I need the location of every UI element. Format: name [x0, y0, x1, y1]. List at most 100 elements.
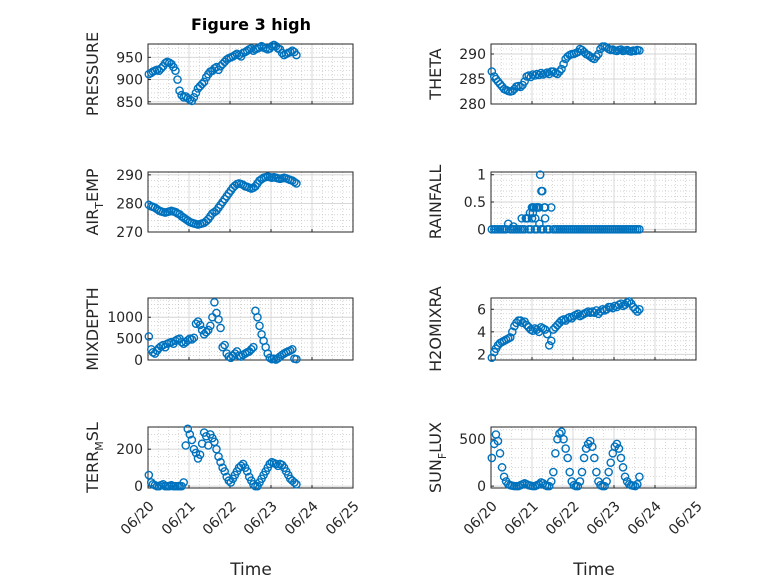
data-point — [509, 222, 518, 231]
x-tick-label: 06/21 — [502, 498, 542, 538]
data-point — [585, 436, 595, 446]
y-tick-label: 270 — [116, 225, 143, 241]
data-point — [624, 297, 634, 306]
axes-box — [147, 426, 354, 489]
data-point — [587, 442, 597, 452]
data-point — [199, 77, 209, 87]
data-point — [197, 79, 207, 89]
data-point — [249, 342, 258, 352]
series-markers — [487, 42, 644, 96]
data-point — [602, 304, 611, 314]
data-point — [524, 71, 534, 80]
y-tick-label: 500 — [459, 432, 486, 448]
data-point — [602, 477, 611, 486]
data-point — [203, 325, 213, 335]
data-point — [535, 170, 545, 180]
data-point — [520, 224, 529, 234]
data-point — [592, 467, 601, 477]
data-point — [540, 203, 549, 212]
data-point — [517, 214, 527, 223]
data-point — [565, 467, 575, 477]
data-point — [189, 93, 199, 102]
data-point — [214, 452, 223, 461]
y-axis-label: MIXDEPTH — [83, 287, 102, 370]
data-point — [528, 326, 538, 335]
y-axis-label: PRESSURE — [83, 32, 102, 116]
data-point — [265, 459, 275, 469]
data-point — [618, 463, 628, 472]
data-point — [197, 325, 207, 335]
y-axis-label: H2OMIXRA — [426, 286, 445, 372]
data-point — [195, 320, 205, 330]
data-point — [220, 340, 229, 350]
y-tick-label: 0 — [477, 479, 486, 495]
y-tick-label: 4 — [477, 325, 486, 341]
data-point — [614, 444, 624, 453]
data-point — [635, 46, 644, 55]
data-point — [195, 450, 205, 460]
data-point — [487, 453, 497, 463]
panel-terr-msl: 0 200 06/20 06/21 06/22 06/23 06/24 06/25 TERRMS… — [83, 422, 363, 538]
series-markers — [487, 427, 644, 491]
y-axis-label: THETA — [426, 48, 445, 100]
data-point — [191, 319, 201, 328]
data-point — [551, 448, 560, 458]
data-point — [555, 67, 564, 76]
data-point — [612, 439, 622, 449]
data-point — [216, 457, 225, 467]
data-point — [537, 186, 547, 196]
panel-pressure: 850 900 950 PRESSURE — [83, 32, 354, 116]
y-tick-label: 500 — [116, 332, 143, 348]
data-point — [606, 458, 616, 467]
data-point — [242, 467, 252, 476]
data-point — [181, 441, 191, 450]
data-point — [544, 224, 554, 234]
data-point — [499, 472, 509, 482]
series-markers — [144, 424, 301, 491]
y-tick-label: 0 — [134, 479, 143, 495]
x-tick-label: 06/22 — [543, 498, 583, 538]
data-point — [542, 68, 552, 77]
y-tick-label: 200 — [116, 442, 143, 458]
data-point — [633, 479, 642, 489]
data-point — [527, 214, 537, 223]
x-tick-label: 06/20 — [118, 498, 158, 538]
data-point — [495, 79, 505, 89]
data-point — [183, 424, 193, 434]
data-point — [520, 77, 529, 86]
y-tick-label: 0 — [477, 222, 486, 238]
axes-box — [147, 297, 354, 361]
data-point — [206, 321, 215, 331]
data-point — [559, 434, 568, 444]
data-point — [635, 224, 644, 234]
data-point — [553, 434, 562, 444]
data-point — [160, 58, 170, 68]
data-point — [290, 177, 299, 187]
y-tick-label: 285 — [459, 72, 486, 88]
data-point — [292, 50, 301, 60]
data-point — [187, 335, 197, 344]
data-point — [271, 459, 281, 469]
y-tick-label: 290 — [116, 168, 143, 184]
data-point — [557, 64, 566, 74]
y-axis-label: SUNFLUX — [426, 422, 449, 493]
panel-sun-flux: 0 500 06/20 06/21 06/22 06/23 06/24 06/25 SUNFLU… — [426, 422, 706, 538]
data-point — [559, 59, 568, 69]
data-point — [620, 472, 630, 482]
data-point — [179, 478, 188, 487]
data-point — [544, 481, 554, 491]
data-point — [616, 299, 626, 308]
series-markers — [487, 297, 644, 363]
x-axis-label-right: Time — [572, 560, 615, 580]
data-point — [635, 472, 644, 482]
data-point — [487, 67, 497, 76]
data-point — [247, 44, 256, 53]
data-point — [573, 309, 583, 319]
data-point — [173, 75, 182, 84]
y-tick-label: 2 — [477, 347, 486, 363]
data-point — [212, 444, 221, 454]
y-tick-label: 0 — [134, 353, 143, 369]
data-point — [534, 479, 544, 489]
data-point — [185, 430, 195, 439]
